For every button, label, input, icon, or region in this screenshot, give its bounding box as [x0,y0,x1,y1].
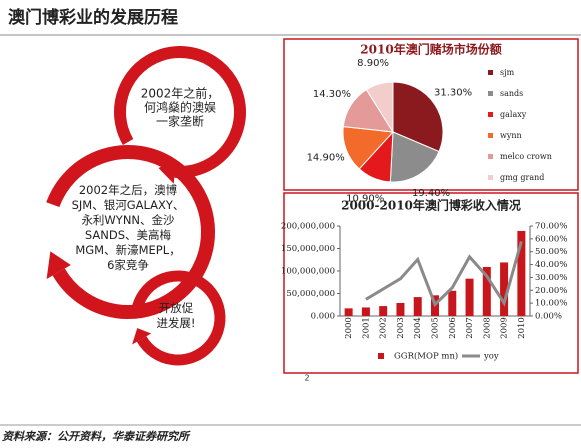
step-text: 开放促 [159,301,194,315]
bar [379,306,388,316]
y-tick-label: 200,000,000 [281,222,335,232]
step-text: 何鸿燊的澳娱 [144,100,216,115]
chart-title: 2010年澳门赌场市场份额 [360,42,501,57]
bar [448,290,457,316]
legend-label: yoy [483,352,499,362]
y2-tick-label: 50.00% [535,247,567,257]
chart-title: 2000-2010年澳门博彩收入情况 [341,198,521,213]
curved-arrow [46,145,215,319]
bar [344,308,353,316]
bar [482,266,491,316]
legend-swatch [488,112,493,117]
slice-label: 10.90% [346,193,384,204]
x-tick-label: 2002 [379,317,389,339]
legend-swatch [488,133,493,138]
source-note: 资料来源：公开资料，华泰证券研究所 [2,430,191,443]
slice-label: 14.30% [313,89,351,100]
legend-swatch [488,70,493,75]
y-tick-label: 100,000,000 [281,267,335,277]
bar [413,297,422,316]
arrow-head [132,328,152,345]
x-tick-label: 2004 [413,317,423,339]
y2-tick-label: 20.00% [535,286,567,296]
x-tick-label: 2007 [465,317,475,339]
slice-label: 19.40% [412,188,450,199]
x-tick-label: 2008 [482,317,492,339]
legend-label: gmg grand [500,173,544,182]
legend-swatch [488,175,493,180]
bar [500,262,509,316]
step-text: 2002年之后，澳博 [79,183,178,197]
y-tick-label: 0.000 [311,312,335,322]
arrow-head [46,251,71,279]
page-number: 2 [304,374,309,383]
step-text: 永利WYNN、金沙 [81,213,175,227]
step-text: 6家竞争 [107,258,149,272]
legend-label: sands [500,89,523,98]
pie-slice [392,81,444,153]
x-tick-label: 2010 [517,317,527,339]
bar-panel [283,192,579,374]
curved-arrow [131,270,226,366]
step-text: SANDS、美高梅 [85,228,172,242]
y2-tick-label: 70.00% [535,222,567,232]
bar [517,230,526,316]
legend-label: galaxy [500,110,527,119]
slide-title: 澳门博彩业的发展历程 [8,7,178,28]
x-tick-label: 2003 [396,317,406,339]
x-tick-label: 2000 [344,317,354,339]
slice-label: 14.90% [307,152,345,163]
x-tick-label: 2006 [448,317,458,339]
y2-tick-label: 40.00% [535,260,567,270]
pie-panel [283,38,579,191]
bar [465,278,474,316]
charts: 2010年澳门赌场市场份额 31.30% sjm 19.40% sands 10.90% g… [281,42,568,362]
step-text: 2002年之前， [141,86,220,101]
slice-label: 31.30% [434,87,472,98]
y-tick-label: 150,000,000 [281,244,335,254]
pie-slice [365,81,394,134]
step-text: MGM、新濠MEPL， [75,243,180,257]
legend-label: wynn [500,131,522,140]
legend-label: melco crown [500,152,552,161]
legend-swatch [488,154,493,159]
slice-label: 8.90% [357,58,389,69]
x-tick-label: 2005 [431,317,441,339]
bar [396,302,405,316]
line-series [365,241,523,308]
y2-tick-label: 30.00% [535,273,567,283]
y2-tick-label: 0.00% [535,312,562,322]
legend-label: GGR(MOP mn) [394,351,458,362]
legend-swatch [488,91,493,96]
y2-tick-label: 60.00% [535,234,567,244]
step-text: 一家垄断 [156,114,204,129]
y2-tick-label: 10.00% [535,299,567,309]
legend-swatch [378,353,384,359]
x-tick-label: 2009 [500,317,510,339]
step-text: SJM、银河GALAXY、 [72,198,185,212]
legend-label: sjm [500,68,515,77]
step-text: 进发展! [156,316,195,330]
x-tick-label: 2001 [361,317,371,339]
bar [361,307,370,316]
y-tick-label: 50,000,000 [286,289,335,299]
curved-arrow [114,46,246,178]
pie-slice [389,131,440,183]
